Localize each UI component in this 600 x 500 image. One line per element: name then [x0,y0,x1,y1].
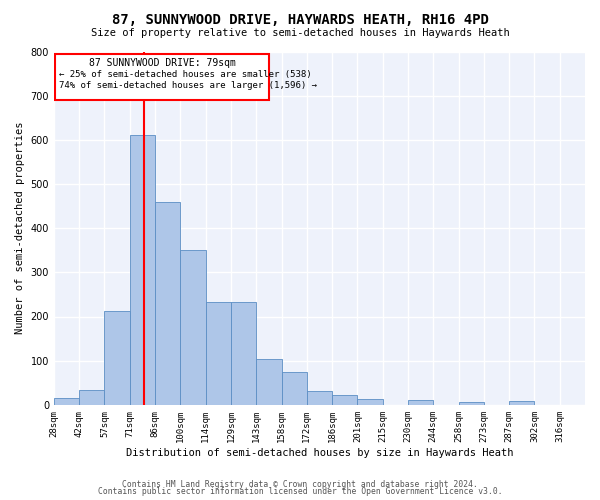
X-axis label: Distribution of semi-detached houses by size in Haywards Heath: Distribution of semi-detached houses by … [126,448,513,458]
Bar [458,402,484,405]
Text: 74% of semi-detached houses are larger (1,596) →: 74% of semi-detached houses are larger (… [59,82,317,90]
Bar [281,372,307,405]
Bar [79,390,104,405]
Bar [408,400,433,405]
Text: 87 SUNNYWOOD DRIVE: 79sqm: 87 SUNNYWOOD DRIVE: 79sqm [89,58,235,68]
Text: ← 25% of semi-detached houses are smaller (538): ← 25% of semi-detached houses are smalle… [59,70,311,79]
Bar [54,398,79,405]
FancyBboxPatch shape [55,54,269,100]
Bar [256,360,281,405]
Text: Size of property relative to semi-detached houses in Haywards Heath: Size of property relative to semi-detach… [91,28,509,38]
Bar [307,390,332,405]
Bar [104,311,130,405]
Bar [231,302,256,405]
Bar [181,250,206,405]
Text: 87, SUNNYWOOD DRIVE, HAYWARDS HEATH, RH16 4PD: 87, SUNNYWOOD DRIVE, HAYWARDS HEATH, RH1… [112,12,488,26]
Bar [358,399,383,405]
Bar [206,302,231,405]
Bar [130,136,155,405]
Text: Contains HM Land Registry data © Crown copyright and database right 2024.: Contains HM Land Registry data © Crown c… [122,480,478,489]
Text: Contains public sector information licensed under the Open Government Licence v3: Contains public sector information licen… [98,488,502,496]
Bar [509,402,535,405]
Bar [155,202,181,405]
Bar [332,395,358,405]
Y-axis label: Number of semi-detached properties: Number of semi-detached properties [15,122,25,334]
